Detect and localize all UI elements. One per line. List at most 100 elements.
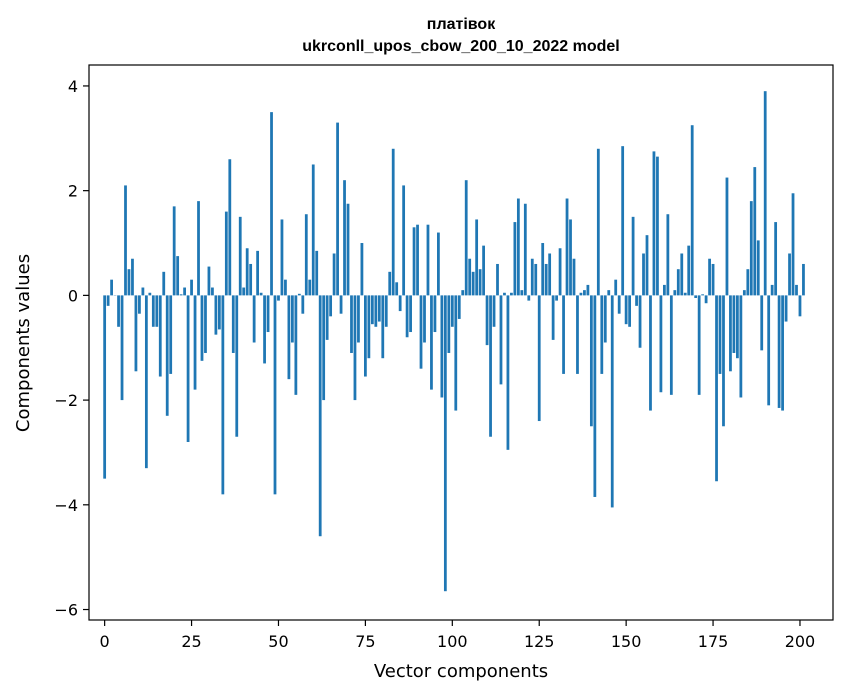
bar-84 bbox=[395, 282, 399, 296]
bar-133 bbox=[565, 198, 569, 296]
bar-120 bbox=[520, 290, 524, 296]
bar-188 bbox=[756, 240, 760, 296]
bar-166 bbox=[680, 253, 684, 296]
y-tick-label: −6 bbox=[54, 601, 78, 620]
bar-101 bbox=[454, 295, 458, 411]
bar-97 bbox=[440, 295, 444, 398]
bar-196 bbox=[784, 295, 788, 322]
x-tick-label: 0 bbox=[100, 632, 110, 651]
bar-1 bbox=[106, 295, 110, 306]
bar-7 bbox=[127, 269, 131, 296]
bar-191 bbox=[767, 295, 771, 406]
bar-91 bbox=[419, 295, 423, 369]
bar-112 bbox=[492, 295, 496, 327]
bar-40 bbox=[242, 287, 246, 296]
bar-98 bbox=[443, 295, 447, 592]
bar-41 bbox=[245, 248, 249, 296]
bar-26 bbox=[193, 295, 197, 390]
bar-132 bbox=[562, 295, 565, 374]
bar-44 bbox=[256, 250, 260, 296]
bar-46 bbox=[263, 295, 266, 364]
bar-193 bbox=[774, 222, 778, 296]
bar-56 bbox=[297, 293, 301, 296]
bar-181 bbox=[732, 295, 736, 353]
bar-168 bbox=[687, 245, 691, 296]
bar-167 bbox=[683, 292, 687, 296]
bar-107 bbox=[475, 219, 479, 296]
bar-78 bbox=[374, 295, 378, 327]
bar-11 bbox=[141, 287, 145, 296]
bar-24 bbox=[186, 295, 190, 442]
bar-22 bbox=[179, 294, 183, 296]
bar-183 bbox=[739, 295, 743, 398]
bar-115 bbox=[503, 292, 506, 296]
bar-122 bbox=[527, 295, 531, 301]
bar-66 bbox=[332, 253, 336, 296]
x-tick-label: 50 bbox=[268, 632, 288, 651]
bar-59 bbox=[308, 279, 312, 296]
bar-73 bbox=[357, 295, 360, 343]
bar-18 bbox=[165, 295, 169, 416]
bar-108 bbox=[478, 269, 482, 296]
bar-111 bbox=[489, 295, 492, 437]
bar-173 bbox=[704, 295, 708, 304]
bar-139 bbox=[586, 284, 590, 296]
bar-60 bbox=[311, 164, 315, 296]
bar-63 bbox=[322, 295, 326, 401]
x-tick-label: 125 bbox=[524, 632, 555, 651]
bar-141 bbox=[593, 295, 597, 497]
bar-124 bbox=[534, 263, 538, 296]
bar-23 bbox=[183, 287, 186, 296]
bar-47 bbox=[266, 295, 270, 333]
bar-25 bbox=[190, 279, 193, 296]
bar-0 bbox=[103, 295, 107, 479]
bar-15 bbox=[155, 295, 159, 327]
plot-frame bbox=[88, 64, 834, 621]
bar-185 bbox=[746, 269, 750, 296]
bar-131 bbox=[558, 248, 562, 296]
bar-39 bbox=[238, 216, 242, 296]
bar-182 bbox=[736, 295, 739, 359]
bar-90 bbox=[416, 224, 419, 296]
bar-138 bbox=[583, 290, 586, 296]
bar-88 bbox=[409, 295, 412, 333]
bar-102 bbox=[457, 295, 461, 319]
bar-9 bbox=[134, 295, 138, 372]
bar-80 bbox=[381, 295, 385, 359]
bar-130 bbox=[555, 295, 558, 301]
bar-143 bbox=[600, 295, 604, 374]
y-tick-label: 2 bbox=[68, 182, 78, 201]
bar-95 bbox=[433, 295, 437, 333]
bar-5 bbox=[120, 295, 124, 401]
bar-54 bbox=[290, 295, 294, 343]
bar-137 bbox=[579, 292, 583, 296]
bar-28 bbox=[200, 295, 204, 361]
bar-135 bbox=[572, 258, 576, 296]
bar-144 bbox=[603, 295, 607, 343]
bar-175 bbox=[711, 263, 715, 296]
bar-33 bbox=[217, 295, 221, 330]
bar-109 bbox=[482, 245, 485, 296]
bar-62 bbox=[318, 295, 322, 537]
bar-146 bbox=[610, 295, 614, 508]
bar-119 bbox=[516, 198, 520, 296]
x-axis-ticks: 0 25 50 75 100 125 150 175 200 bbox=[100, 620, 815, 651]
bar-129 bbox=[551, 295, 555, 340]
bar-164 bbox=[673, 290, 677, 296]
bar-52 bbox=[284, 279, 287, 296]
bar-194 bbox=[777, 295, 781, 408]
bar-149 bbox=[621, 146, 625, 296]
bar-8 bbox=[131, 258, 134, 296]
bar-104 bbox=[464, 180, 468, 296]
bar-2 bbox=[110, 279, 113, 296]
bar-125 bbox=[537, 295, 541, 422]
bar-74 bbox=[360, 243, 364, 296]
bar-48 bbox=[270, 112, 273, 296]
bar-201 bbox=[802, 263, 805, 296]
bar-76 bbox=[367, 295, 371, 359]
bar-153 bbox=[635, 295, 638, 306]
bars-group bbox=[103, 91, 805, 592]
bar-10 bbox=[138, 295, 141, 314]
